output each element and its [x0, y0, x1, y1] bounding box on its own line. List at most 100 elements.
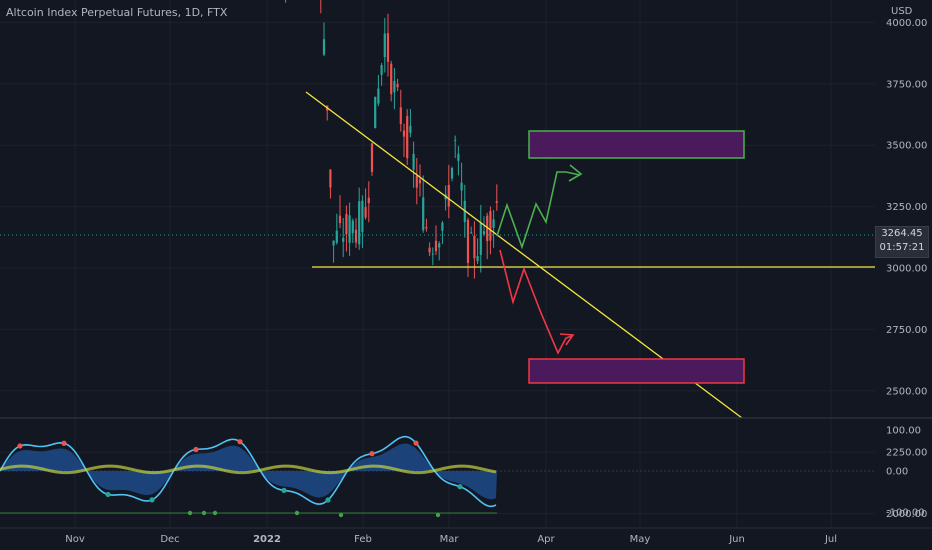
indicator-axis-label: 0.00	[886, 467, 908, 478]
candle-body	[425, 227, 428, 229]
time-axis-label: 2022	[253, 534, 281, 545]
current-price-value: 3264.45	[881, 228, 923, 239]
bullish-projection-path	[496, 171, 581, 250]
candle-body	[486, 215, 489, 242]
price-candles	[285, 0, 498, 279]
candle-body	[383, 33, 386, 58]
time-axis-label: May	[630, 534, 651, 545]
bullish-target-zone[interactable]	[528, 130, 745, 159]
price-axis-label: 3000.00	[886, 264, 927, 275]
time-axis-label: Apr	[537, 534, 555, 545]
candle-body	[393, 80, 396, 93]
candle-body	[473, 235, 476, 259]
candle-body	[447, 185, 450, 207]
candle-body	[402, 130, 406, 137]
indicator-marker-dot	[294, 510, 300, 516]
candle-body	[479, 222, 482, 255]
candle-body	[415, 175, 418, 188]
candle-body	[364, 207, 367, 218]
indicator-marker-dot	[212, 510, 218, 516]
candle-body	[367, 197, 370, 204]
price-axis-label: 3500.00	[886, 141, 927, 152]
time-axis[interactable]: Nov Dec 2022 Feb Mar Apr May Jun Jul	[65, 534, 837, 545]
candle-body	[470, 232, 473, 234]
time-axis-label: Jun	[728, 534, 745, 545]
candle-body	[476, 255, 479, 262]
candle-body	[342, 238, 345, 242]
chart-title: Altcoin Index Perpetual Futures, 1D, FTX	[6, 6, 228, 19]
time-axis-label: Mar	[440, 534, 460, 545]
candle-body	[374, 96, 377, 129]
indicator-axis-label: -100.00	[886, 508, 925, 519]
candle-body	[322, 39, 326, 55]
candle-body	[434, 240, 438, 252]
indicator-signal-dot	[237, 439, 243, 445]
indicator-signal-dot	[193, 446, 199, 453]
candle-body	[386, 33, 390, 62]
indicator-signal-dot	[61, 440, 67, 446]
candle-body	[332, 240, 335, 246]
candle-body	[351, 220, 354, 234]
candle-body	[482, 231, 486, 235]
price-axis-label: 3250.00	[886, 202, 927, 213]
bullish-projection-arrowhead	[568, 164, 583, 182]
candle-body	[329, 169, 332, 188]
bearish-projection-arrowhead	[559, 333, 575, 346]
candle-body	[441, 222, 444, 231]
indicator-signal-dot	[105, 491, 111, 498]
candle-body	[358, 201, 361, 245]
candle-body	[495, 201, 498, 203]
indicator-axis-label: 100.00	[886, 426, 921, 437]
bearish-projection-path	[499, 249, 573, 355]
time-axis-label: Jul	[824, 534, 837, 545]
bearish-target-zone[interactable]	[528, 358, 745, 384]
price-axis-label: 2750.00	[886, 325, 927, 336]
chart-grid	[0, 0, 875, 528]
indicator-marker-dot	[187, 510, 193, 516]
candle-body	[348, 215, 351, 243]
current-price-tag: 3264.45 01:57:21	[875, 226, 929, 258]
time-axis-label: Dec	[160, 534, 179, 545]
candle-body	[361, 200, 364, 232]
candle-body	[412, 153, 415, 170]
candle-body	[466, 219, 470, 263]
candle-body	[460, 182, 463, 191]
candle-body	[418, 179, 422, 184]
indicator-signal-dot	[369, 451, 375, 457]
indicator-signal-dot	[149, 497, 155, 503]
candle-body	[457, 153, 460, 161]
price-axis-label: 2000.00	[886, 509, 927, 520]
indicator-axis: 100.00 0.00 -100.00	[886, 426, 925, 519]
candle-body	[380, 65, 383, 75]
price-axis[interactable]: 5000.004750.004500.004250.004000.003750.…	[886, 0, 927, 520]
currency-label: USD	[891, 6, 913, 17]
candle-body	[406, 116, 409, 159]
candle-body	[450, 168, 454, 179]
candle-body	[492, 219, 495, 228]
candle-body	[354, 229, 358, 243]
candle-body	[422, 197, 425, 231]
indicator-signal-dot	[325, 497, 331, 503]
price-axis-label: 2250.00	[886, 448, 927, 459]
indicator-signal-dot	[457, 484, 463, 490]
candle-body	[377, 88, 380, 104]
indicator-pane[interactable]	[0, 435, 875, 518]
candle-body	[335, 230, 338, 243]
candle-body	[396, 83, 399, 88]
candle-body	[454, 139, 457, 141]
candle-body	[345, 214, 348, 235]
candle-body	[438, 243, 441, 248]
indicator-signal-dot	[17, 443, 23, 449]
indicator-marker-dot	[338, 512, 344, 518]
price-axis-label: 4000.00	[886, 18, 927, 29]
candle-body	[390, 63, 393, 95]
money-flow-line	[0, 464, 497, 475]
candle-body	[428, 247, 431, 253]
indicator-wave-line	[0, 435, 497, 508]
indicator-signal-dot	[281, 487, 287, 493]
candle-body	[409, 125, 412, 133]
time-axis-label: Nov	[65, 534, 85, 545]
indicator-signal-dot	[413, 440, 419, 446]
indicator-fill	[0, 443, 497, 500]
